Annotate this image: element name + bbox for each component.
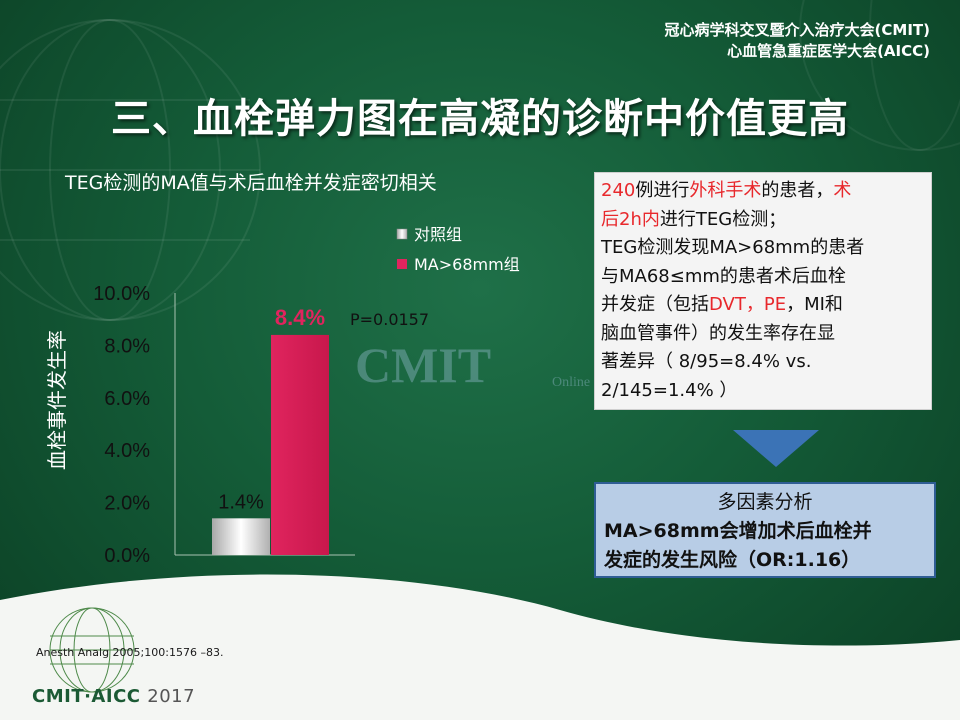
legend-swatch-control [396,228,408,240]
summary-line-4: 与MA68≤mm的患者术后血栓 [601,265,846,287]
logo-text: CMIT·AICC [32,686,141,707]
multivariate-heading: 多因素分析 [717,491,813,513]
y-tick-label: 4.0% [104,440,150,462]
multivariate-box: 多因素分析 MA>68mm会增加术后血栓并 发症的发生风险（OR:1.16） [594,482,936,578]
conference-header: 冠心病学科交叉暨介入治疗大会(CMIT) 心血管急重症医学大会(AICC) [665,20,930,62]
y-tick-label: 2.0% [104,493,150,515]
summary-line-7: 著差异（ 8/95=8.4% vs. [601,351,812,372]
bar-value-label: 8.4% [275,305,325,330]
summary-line-1: 240例进行外科手术的患者，术 [601,180,852,201]
multivariate-line-1: MA>68mm会增加术后血栓并 [604,520,872,542]
bar-value-label: 1.4% [218,491,264,513]
summary-line-8: 2/145=1.4% ） [601,379,738,401]
cmit-watermark: CMIT [355,337,491,393]
summary-line-6: 脑血管事件）的发生率存在显 [601,322,835,344]
y-axis-label: 血栓事件发生率 [45,330,69,470]
header-line-2: 心血管急重症医学大会(AICC) [727,42,930,60]
p-value-annotation: P=0.0157 [350,310,429,329]
legend-label-control: 对照组 [414,225,462,244]
legend-label-ma: MA>68mm组 [414,255,520,274]
bar-control [212,518,270,555]
slide-title: 三、血栓弹力图在高凝的诊断中价值更高 [111,96,849,142]
y-tick-label: 6.0% [104,388,150,410]
citation: Anesth Analg 2005;100:1576 –83. [36,646,224,659]
conference-logo: CMIT·AICC 2017 [32,686,195,707]
cmit-watermark-small: Online [552,375,590,390]
y-tick-label: 10.0% [93,283,150,305]
logo-year: 2017 [147,686,196,707]
header-line-1: 冠心病学科交叉暨介入治疗大会(CMIT) [664,21,930,39]
legend-swatch-ma [397,259,407,269]
chart-title: TEG检测的MA值与术后血栓并发症密切相关 [65,172,437,194]
summary-line-3: TEG检测发现MA>68mm的患者 [601,237,865,258]
summary-line-5: 并发症（包括DVT，PE，MI和 [601,294,843,315]
study-summary-box: 240例进行外科手术的患者，术 后2h内进行TEG检测； TEG检测发现MA>6… [594,172,932,410]
y-tick-label: 0.0% [104,545,150,567]
bar-ma [271,334,329,555]
y-tick-label: 8.0% [104,335,150,357]
summary-line-2: 后2h内进行TEG检测； [601,208,787,230]
down-arrow-icon [733,430,819,467]
multivariate-line-2: 发症的发生风险（OR:1.16） [604,549,861,571]
logo-globe-icon [49,607,135,693]
